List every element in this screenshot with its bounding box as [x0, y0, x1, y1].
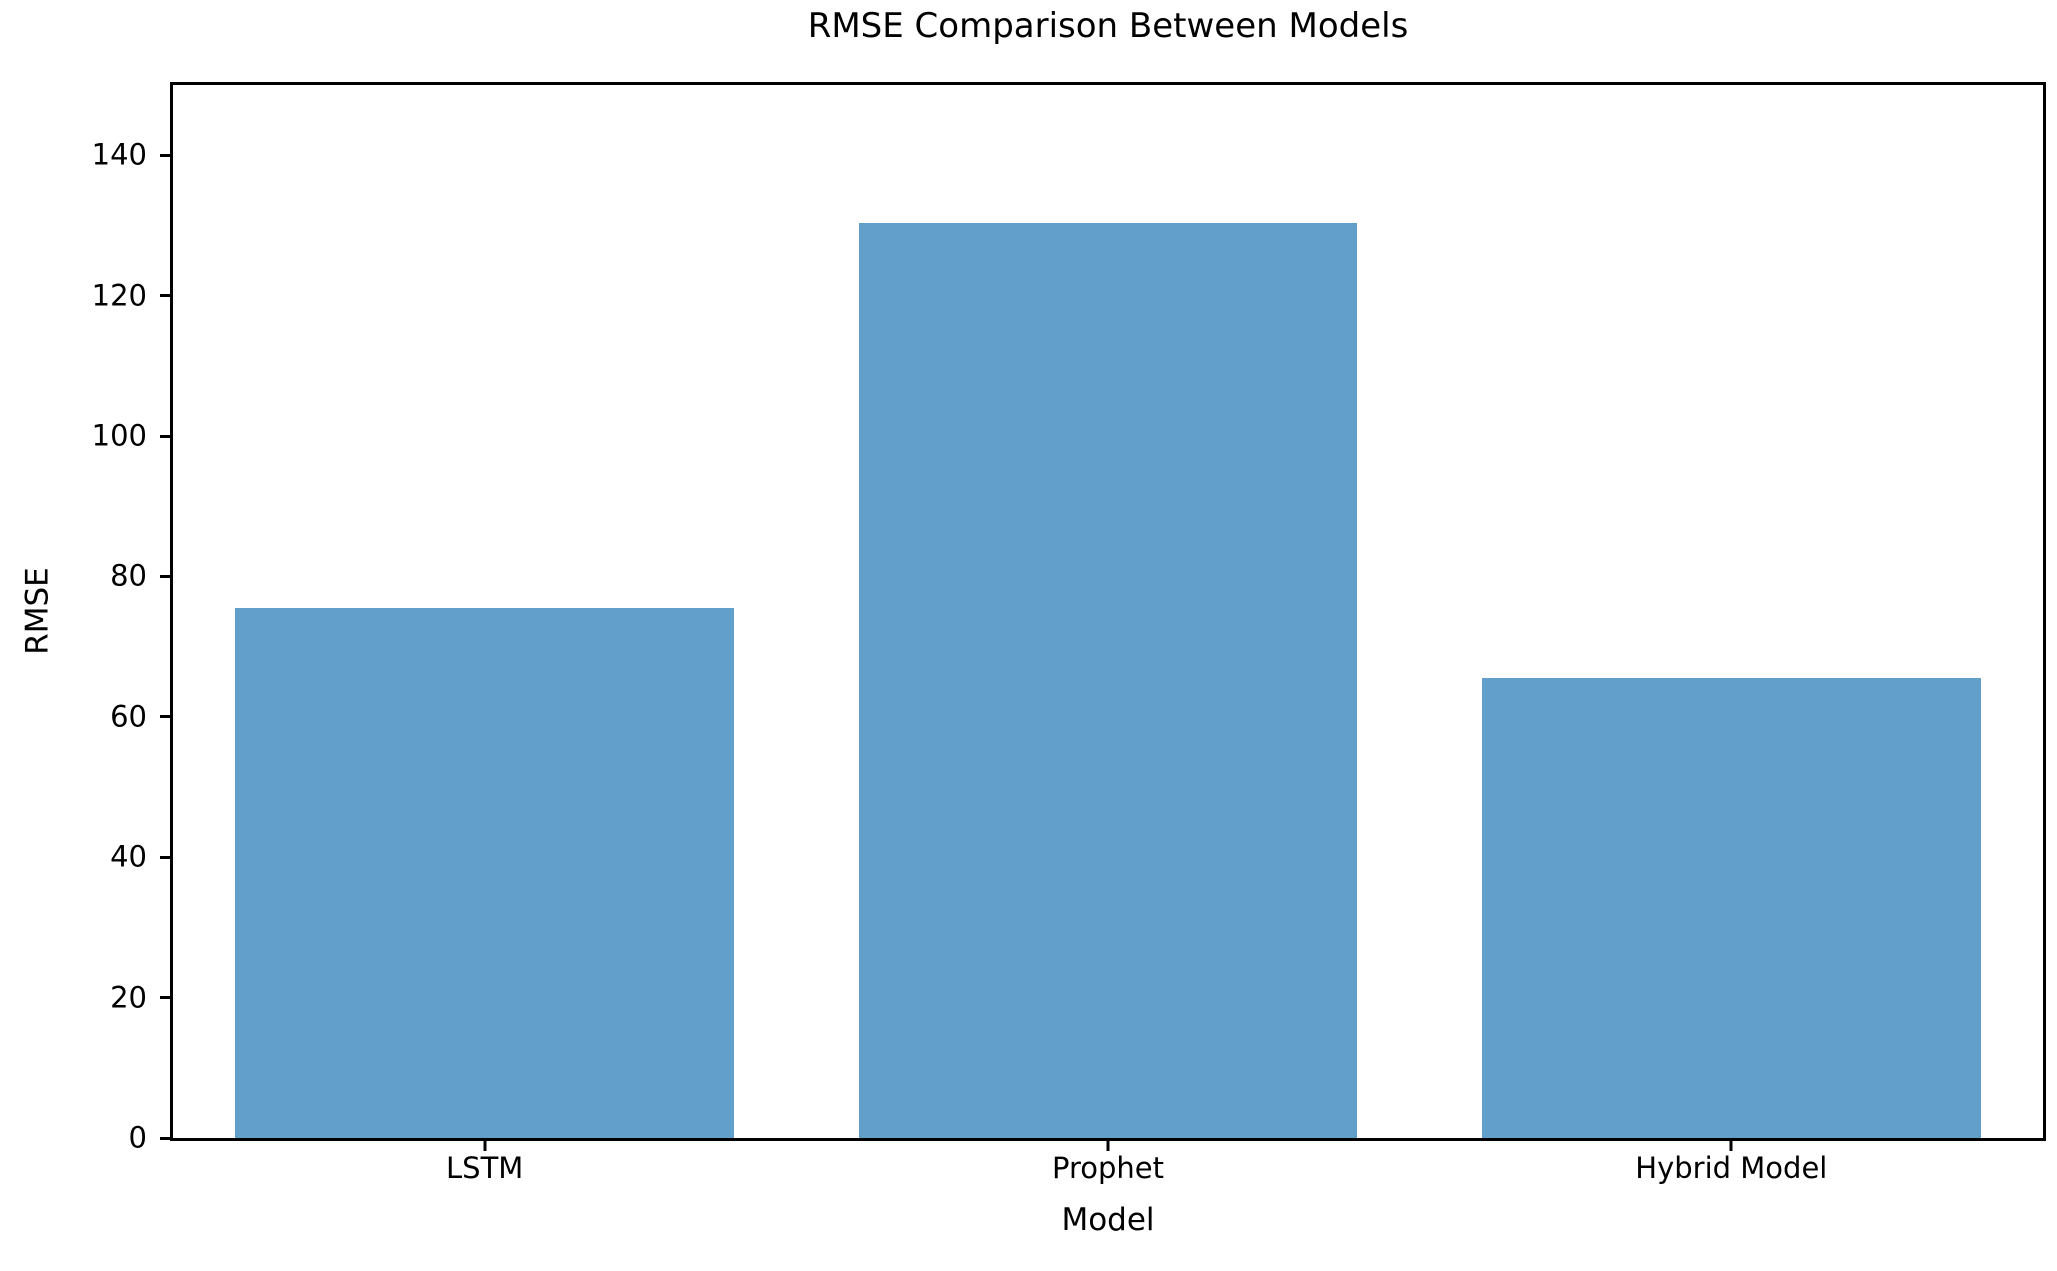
x-tick-label-prophet: Prophet: [1051, 1151, 1165, 1185]
y-tick: [160, 715, 170, 719]
x-tick: [1106, 1141, 1110, 1151]
y-tick: [160, 434, 170, 438]
y-tick: [160, 996, 170, 1000]
plot-area: 0 20 40 60 80 100 120 140 LSTM Prophet Hybrid Mode…: [92, 82, 2046, 1185]
y-tick-label: 140: [91, 137, 147, 172]
y-tick: [160, 153, 170, 157]
y-tick-label: 100: [91, 418, 147, 453]
y-tick-label: 40: [110, 839, 147, 874]
bar-hybrid-model: [1482, 678, 1981, 1138]
x-tick-label-hybrid-model: Hybrid Model: [1635, 1151, 1828, 1185]
x-tick-label-lstm: LSTM: [446, 1151, 524, 1185]
bar-lstm: [235, 608, 734, 1138]
y-tick-label: 120: [91, 278, 147, 313]
y-tick: [160, 1136, 170, 1140]
x-tick: [483, 1141, 487, 1151]
y-tick-label: 80: [110, 558, 147, 593]
bar-prophet: [858, 222, 1358, 1138]
x-axis-label: Model: [1061, 1202, 1155, 1238]
x-tick: [1729, 1141, 1733, 1151]
y-tick: [160, 574, 170, 578]
y-tick-label: 20: [110, 980, 147, 1015]
y-tick: [160, 294, 170, 298]
y-tick: [160, 855, 170, 859]
y-tick-label: 0: [128, 1120, 147, 1155]
y-tick-label: 60: [110, 699, 147, 734]
chart-title: RMSE Comparison Between Models: [807, 6, 1409, 46]
y-axis-label: RMSE: [19, 567, 56, 655]
